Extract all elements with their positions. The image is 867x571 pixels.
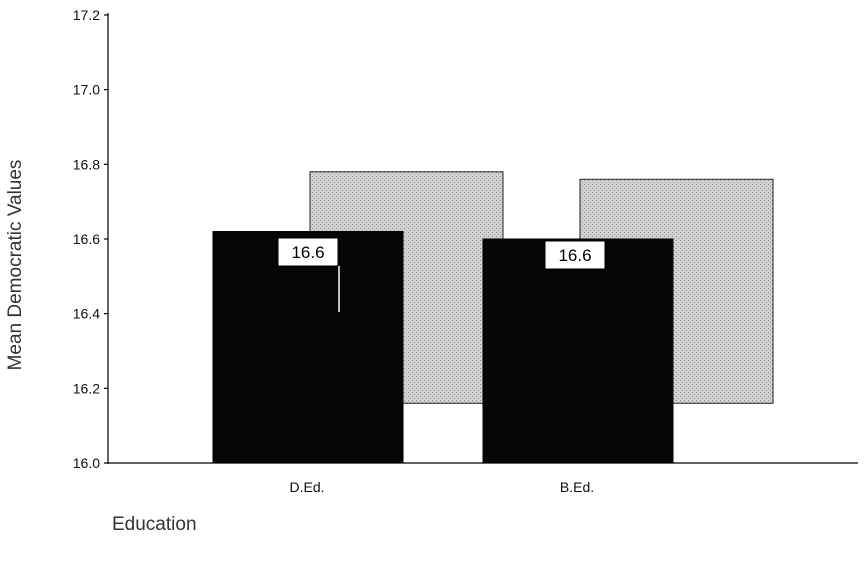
x-tick-label: D.Ed. bbox=[289, 479, 324, 495]
data-label-2: 16.6 bbox=[544, 240, 606, 270]
y-axis-title: Mean Democratic Values bbox=[5, 160, 26, 371]
y-axis: 16.0 16.2 16.4 16.6 16.8 17.0 17.2 bbox=[73, 7, 109, 471]
y-tick-label: 16.4 bbox=[73, 306, 100, 322]
y-tick-label: 16.8 bbox=[73, 156, 100, 172]
svg-text:16.6: 16.6 bbox=[291, 243, 324, 262]
x-axis: D.Ed. B.Ed. bbox=[108, 462, 858, 495]
data-label-1: 16.6 bbox=[277, 237, 339, 267]
y-tick-label: 16.6 bbox=[73, 231, 100, 247]
x-tick-label: B.Ed. bbox=[560, 479, 594, 495]
y-tick-label: 17.0 bbox=[73, 82, 100, 98]
y-tick-label: 16.0 bbox=[73, 455, 100, 471]
svg-text:16.6: 16.6 bbox=[558, 246, 591, 265]
bar-black-1 bbox=[212, 231, 404, 464]
y-tick-label: 16.2 bbox=[73, 380, 100, 396]
y-tick-label: 17.2 bbox=[73, 7, 100, 23]
bar-black-2 bbox=[482, 238, 674, 464]
x-axis-title: Education bbox=[112, 514, 197, 535]
